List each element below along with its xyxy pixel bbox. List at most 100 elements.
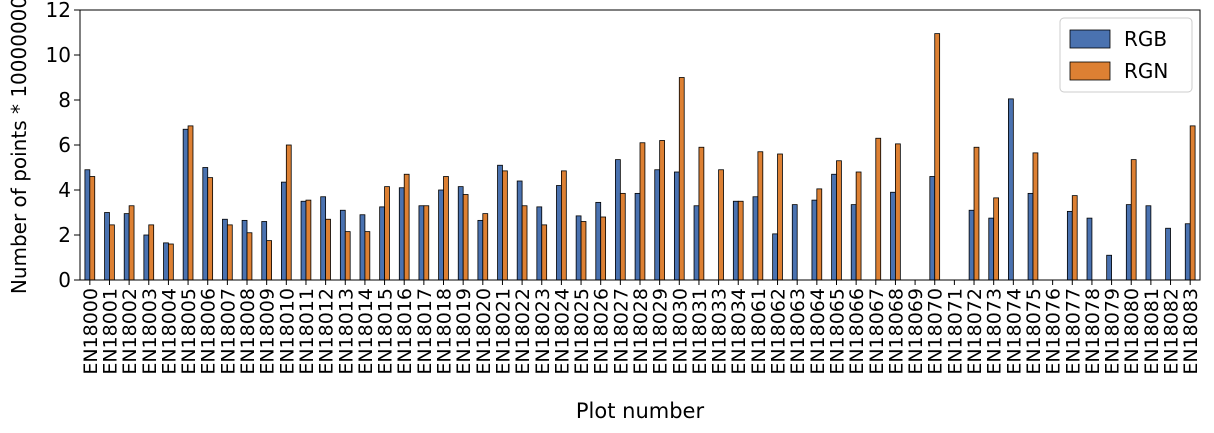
legend-swatch (1069, 61, 1111, 81)
bar (320, 196, 327, 281)
x-tick-label: EN18065 (826, 288, 848, 375)
bar (737, 200, 744, 281)
bar (246, 232, 253, 281)
y-tick-label: 0 (58, 268, 71, 292)
x-tick-label: EN18017 (414, 288, 436, 375)
bar (791, 204, 798, 281)
bar (600, 216, 607, 281)
bar (831, 173, 837, 281)
bar (344, 231, 351, 281)
x-tick-label: EN18076 (1043, 288, 1065, 375)
x-tick-label: EN18078 (1082, 288, 1104, 375)
bar (89, 176, 96, 281)
bar (973, 146, 980, 281)
x-tick-label: EN18081 (1141, 288, 1163, 375)
bar (443, 176, 449, 281)
x-tick-label: EN18004 (158, 288, 180, 375)
bar (541, 224, 548, 281)
bar (678, 77, 685, 281)
x-tick-label: EN18066 (846, 288, 868, 375)
bar (1184, 223, 1191, 281)
x-tick-label: EN18083 (1180, 288, 1202, 375)
x-tick-label: EN18069 (905, 288, 927, 375)
x-tick-label: EN18063 (787, 288, 809, 375)
bar (281, 181, 287, 281)
bar (772, 233, 778, 281)
bar (384, 186, 390, 281)
x-tick-label: EN18006 (198, 288, 220, 375)
x-tick-label: EN18000 (80, 288, 102, 375)
bar (359, 214, 366, 281)
bar (364, 231, 371, 281)
x-tick-label: EN18029 (650, 288, 672, 375)
x-tick-label: EN18031 (689, 288, 711, 375)
x-tick-label: EN18012 (316, 288, 338, 375)
bar (1032, 152, 1039, 281)
bar (123, 213, 130, 281)
x-tick-label: EN18064 (807, 288, 829, 375)
y-tick-label: 4 (58, 178, 71, 202)
bar (659, 140, 665, 281)
bar (266, 240, 272, 281)
y-tick-label: 8 (58, 88, 71, 112)
bar (1106, 254, 1112, 281)
bar (934, 33, 941, 281)
bar (1165, 227, 1171, 281)
x-tick-label: EN18062 (768, 288, 790, 375)
legend-swatch (1069, 29, 1111, 49)
x-tick-label: EN18013 (335, 288, 357, 375)
bar (855, 171, 862, 281)
bar (182, 128, 189, 281)
bar (423, 205, 430, 281)
bar (339, 209, 346, 281)
x-tick-label: EN18010 (276, 288, 298, 375)
bar (850, 204, 857, 281)
x-tick-label: EN18003 (139, 288, 161, 375)
x-tick-label: EN18024 (551, 288, 573, 375)
y-tick-label: 10 (46, 43, 71, 67)
x-tick-label: EN18023 (532, 288, 554, 375)
x-tick-label: EN18026 (591, 288, 613, 375)
bar (521, 205, 528, 281)
bar (536, 206, 543, 281)
bar (1066, 210, 1073, 281)
bar (654, 169, 661, 281)
x-tick-label: EN18077 (1062, 288, 1084, 375)
x-tick-label: EN18070 (925, 288, 947, 375)
bar (462, 194, 469, 281)
bar (226, 224, 233, 281)
bar (988, 217, 995, 281)
bar (516, 180, 523, 281)
x-tick-label: EN18033 (709, 288, 731, 375)
bar (1008, 98, 1014, 281)
bar (875, 137, 882, 281)
bar (1027, 192, 1034, 281)
x-tick-label: EN18074 (1003, 288, 1025, 375)
bar (305, 199, 312, 281)
x-tick-label: EN18072 (964, 288, 986, 375)
y-tick-label: 2 (58, 223, 71, 247)
bar (634, 192, 641, 281)
bar (673, 171, 680, 281)
bar (1189, 125, 1196, 281)
bar (477, 219, 484, 281)
bar (187, 125, 194, 281)
x-tick-label: EN18005 (178, 288, 200, 375)
bar (222, 218, 228, 281)
x-tick-label: EN18014 (355, 288, 377, 375)
x-tick-label: EN18021 (492, 288, 514, 375)
bar (595, 201, 602, 281)
x-axis-label: Plot number (576, 399, 705, 423)
x-tick-label: EN18018 (434, 288, 456, 375)
x-tick-label: EN18082 (1161, 288, 1183, 375)
bar (816, 188, 823, 281)
x-tick-label: EN18008 (237, 288, 259, 375)
bar (580, 221, 587, 281)
bar (1125, 204, 1132, 281)
x-tick-label: EN18022 (512, 288, 534, 375)
bar (128, 205, 135, 281)
bar (1130, 159, 1137, 281)
x-tick-label: EN18075 (1023, 288, 1045, 375)
y-tick-label: 12 (46, 0, 71, 22)
